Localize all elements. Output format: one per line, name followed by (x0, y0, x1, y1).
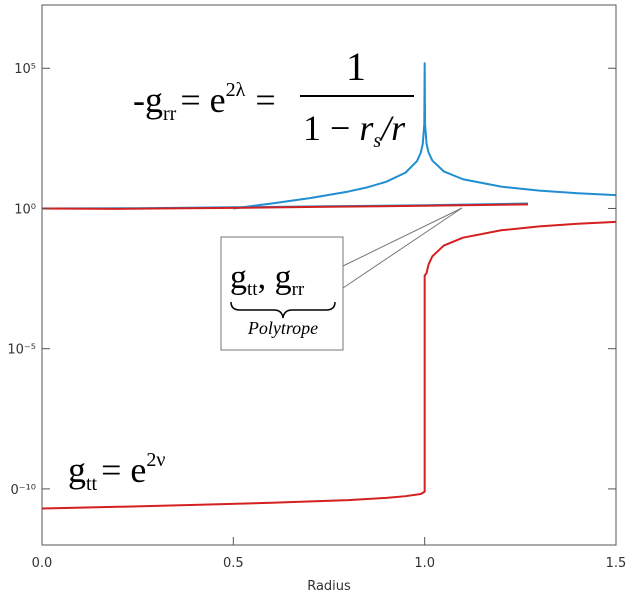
text: rr (163, 103, 177, 125)
callout-line (342, 207, 463, 289)
line-series (41, 203, 529, 210)
text: g (68, 450, 86, 490)
text: -g (133, 80, 163, 120)
text: tt (86, 473, 98, 495)
x-tick-label: 0.5 (223, 556, 244, 571)
y-tick-label: 0⁻¹⁰ (10, 483, 36, 498)
y-tick-label: 10⁻⁵ (7, 343, 36, 358)
text: , g (258, 259, 292, 296)
text: s (373, 130, 381, 152)
x-axis-label: Radius (307, 579, 351, 594)
text: = (255, 80, 275, 120)
text: g (230, 259, 247, 296)
text: /r (379, 108, 406, 148)
plot-frame (41, 4, 617, 546)
y-tick-label: 10⁵ (14, 62, 36, 77)
x-tick-label: 0.0 (32, 556, 53, 571)
fraction-denominator: 1 − rs/r (303, 108, 406, 152)
x-tick-label: 1.0 (414, 556, 435, 571)
text: = e (180, 80, 225, 120)
callout-line (342, 207, 463, 267)
text: 2λ (226, 79, 246, 101)
annotation-box (220, 236, 344, 351)
gtt-formula: gtt = e2ν (68, 449, 165, 495)
polytrope-metric: gtt, grr (230, 259, 305, 300)
line-series (233, 62, 617, 210)
y-tick-label: 10⁰ (14, 202, 36, 217)
fraction-numerator: 1 (346, 44, 366, 89)
text: tt (247, 279, 258, 300)
text: r (359, 108, 374, 148)
underbrace (230, 301, 336, 319)
text: rr (292, 279, 305, 300)
text: 1 − (303, 108, 359, 148)
x-tick-label: 1.5 (606, 556, 627, 571)
line-series (41, 220, 617, 510)
grr-formula: -grr = e2λ = (133, 79, 276, 125)
text: 2ν (146, 449, 165, 471)
polytrope-label: Polytrope (247, 318, 318, 338)
text: = e (101, 450, 146, 490)
